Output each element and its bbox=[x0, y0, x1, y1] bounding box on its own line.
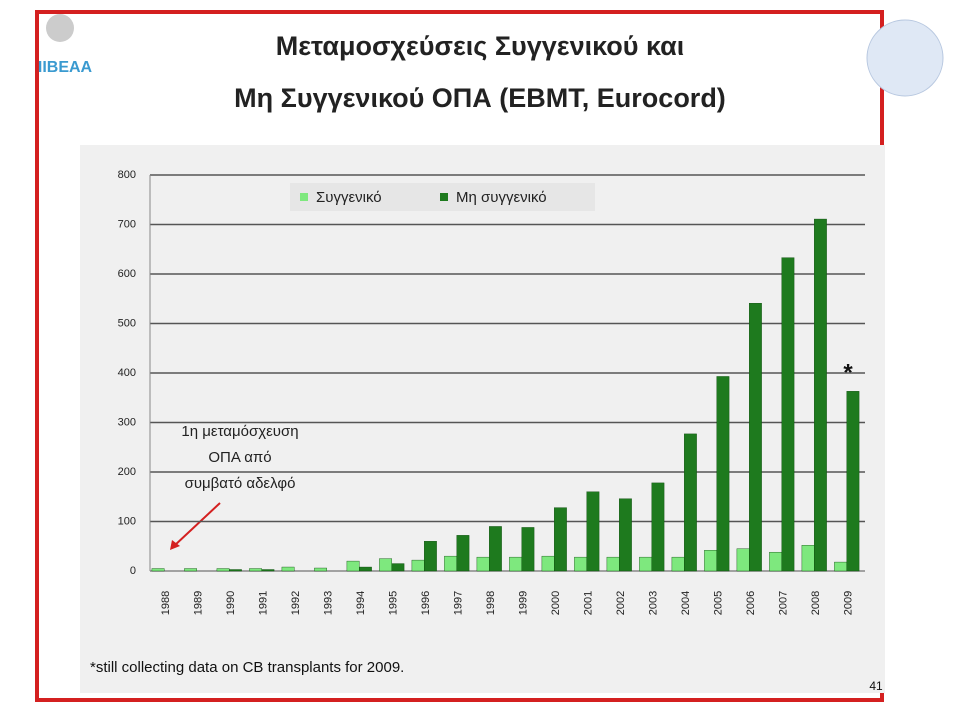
x-tick-label: 2000 bbox=[550, 591, 562, 615]
x-tick-label: 1999 bbox=[518, 591, 530, 615]
bar bbox=[749, 303, 762, 572]
bar bbox=[554, 507, 567, 572]
bar bbox=[651, 482, 665, 572]
bar bbox=[216, 568, 230, 572]
x-tick-label: 1990 bbox=[225, 591, 237, 615]
bar bbox=[834, 561, 847, 572]
x-tick-label: 2004 bbox=[680, 591, 692, 615]
bar bbox=[769, 551, 782, 572]
x-tick-label: 1993 bbox=[323, 591, 335, 615]
x-tick-label: 2007 bbox=[778, 591, 790, 615]
x-tick-label: 1989 bbox=[193, 591, 205, 615]
x-tick-label: 1991 bbox=[258, 591, 270, 615]
logo-academy bbox=[46, 14, 74, 42]
x-tick-label: 2001 bbox=[583, 591, 595, 615]
logo-right bbox=[866, 19, 944, 97]
y-tick-label: 700 bbox=[118, 218, 136, 230]
bar bbox=[846, 391, 860, 572]
bar bbox=[444, 555, 457, 572]
bar bbox=[281, 566, 295, 572]
x-tick-label: 2009 bbox=[843, 591, 855, 615]
title-line: Μεταμοσχεύσεις Συγγενικού και bbox=[276, 31, 685, 61]
bar bbox=[716, 376, 730, 572]
bar bbox=[314, 567, 327, 572]
x-tick-label: 2008 bbox=[810, 591, 822, 615]
bar bbox=[411, 559, 425, 572]
x-tick-label: 1992 bbox=[290, 591, 302, 615]
bar bbox=[249, 568, 262, 572]
annotation: συμβατό αδελφό bbox=[185, 475, 296, 492]
bar bbox=[509, 556, 522, 572]
bar bbox=[391, 563, 405, 572]
logo-text: IIBEAA bbox=[38, 59, 93, 76]
annotation-arrow bbox=[173, 502, 221, 547]
y-tick-label: 400 bbox=[118, 367, 136, 379]
bar bbox=[801, 545, 815, 572]
x-tick-label: 2002 bbox=[615, 591, 627, 615]
bar bbox=[379, 558, 392, 572]
footnote: *still collecting data on CB transplants… bbox=[90, 659, 404, 676]
bar bbox=[814, 218, 827, 572]
bar bbox=[184, 568, 197, 572]
x-tick-label: 1994 bbox=[355, 591, 367, 615]
x-tick-label: 1997 bbox=[453, 591, 465, 615]
bar bbox=[541, 555, 555, 572]
legend-label: Συγγενικό bbox=[316, 189, 382, 206]
bar bbox=[586, 491, 600, 572]
bar bbox=[619, 498, 632, 572]
bar bbox=[781, 257, 795, 572]
bar bbox=[456, 535, 470, 572]
bar bbox=[639, 556, 652, 572]
bar bbox=[704, 550, 717, 572]
annotation: 1η μεταμόσχευση bbox=[181, 423, 298, 440]
legend-swatch bbox=[300, 193, 308, 201]
bar bbox=[606, 556, 620, 572]
annotation: ΟΠΑ από bbox=[208, 449, 271, 466]
bar bbox=[521, 527, 535, 572]
bar bbox=[261, 569, 275, 572]
bar bbox=[684, 433, 697, 572]
bar bbox=[151, 568, 165, 572]
y-tick-label: 100 bbox=[118, 515, 136, 527]
bar bbox=[736, 548, 750, 572]
bar bbox=[476, 556, 490, 572]
y-tick-label: 300 bbox=[118, 416, 136, 428]
title-line: Μη Συγγενικού ΟΠΑ (EBMT, Eurocord) bbox=[234, 83, 726, 113]
bar bbox=[489, 526, 502, 572]
bar bbox=[671, 556, 685, 572]
y-tick-label: 500 bbox=[118, 317, 136, 329]
y-tick-label: 800 bbox=[118, 169, 136, 181]
y-tick-label: 200 bbox=[118, 466, 136, 478]
bar bbox=[346, 560, 360, 572]
bar bbox=[229, 569, 242, 572]
x-tick-label: 1988 bbox=[160, 591, 172, 615]
x-tick-label: 2006 bbox=[745, 591, 757, 615]
x-tick-label: 2003 bbox=[648, 591, 660, 615]
y-tick-label: 0 bbox=[130, 565, 136, 577]
bar bbox=[574, 556, 587, 572]
legend-swatch bbox=[440, 193, 448, 201]
bar bbox=[424, 541, 437, 572]
x-tick-label: 2005 bbox=[713, 591, 725, 615]
page-number: 41 bbox=[869, 679, 883, 693]
y-tick-label: 600 bbox=[118, 268, 136, 280]
legend-label: Μη συγγενικό bbox=[456, 189, 547, 206]
x-tick-label: 1995 bbox=[388, 591, 400, 615]
arrow-head bbox=[170, 540, 180, 550]
x-tick-label: 1998 bbox=[485, 591, 497, 615]
x-tick-label: 1996 bbox=[420, 591, 432, 615]
bar bbox=[359, 566, 372, 572]
